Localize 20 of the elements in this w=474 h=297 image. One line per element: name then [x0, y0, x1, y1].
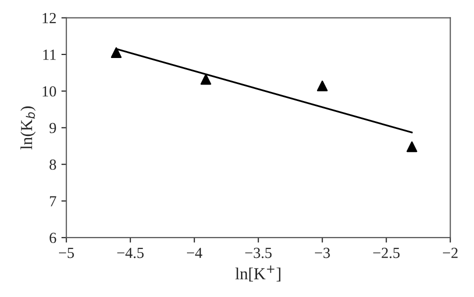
x-tick-label: −5	[58, 248, 74, 258]
x-tick-label: −3	[314, 248, 330, 258]
point	[316, 80, 328, 92]
x-tick-label: −2.5	[373, 248, 400, 258]
x-tick-label: −3.5	[245, 248, 272, 258]
x-tick-label: −4.5	[117, 248, 144, 258]
point	[110, 47, 122, 58]
y-tick-label: 12	[42, 13, 56, 24]
y-tick-label: 11	[43, 50, 56, 60]
x-tick-label: −2	[442, 248, 458, 258]
x-axis-title: ln[K$^{+}$]	[235, 266, 280, 282]
y-tick-label: 8	[50, 159, 56, 170]
y-tick-label: 10	[42, 86, 56, 97]
point	[200, 74, 212, 85]
point	[406, 141, 418, 152]
y-axis-title: ln(K$_{b}$)	[20, 106, 36, 150]
y-tick-label: 9	[49, 122, 56, 134]
y-tick-label: 7	[50, 196, 56, 206]
y-tick-label: 6	[50, 232, 56, 244]
x-tick-label: −4	[186, 248, 202, 258]
